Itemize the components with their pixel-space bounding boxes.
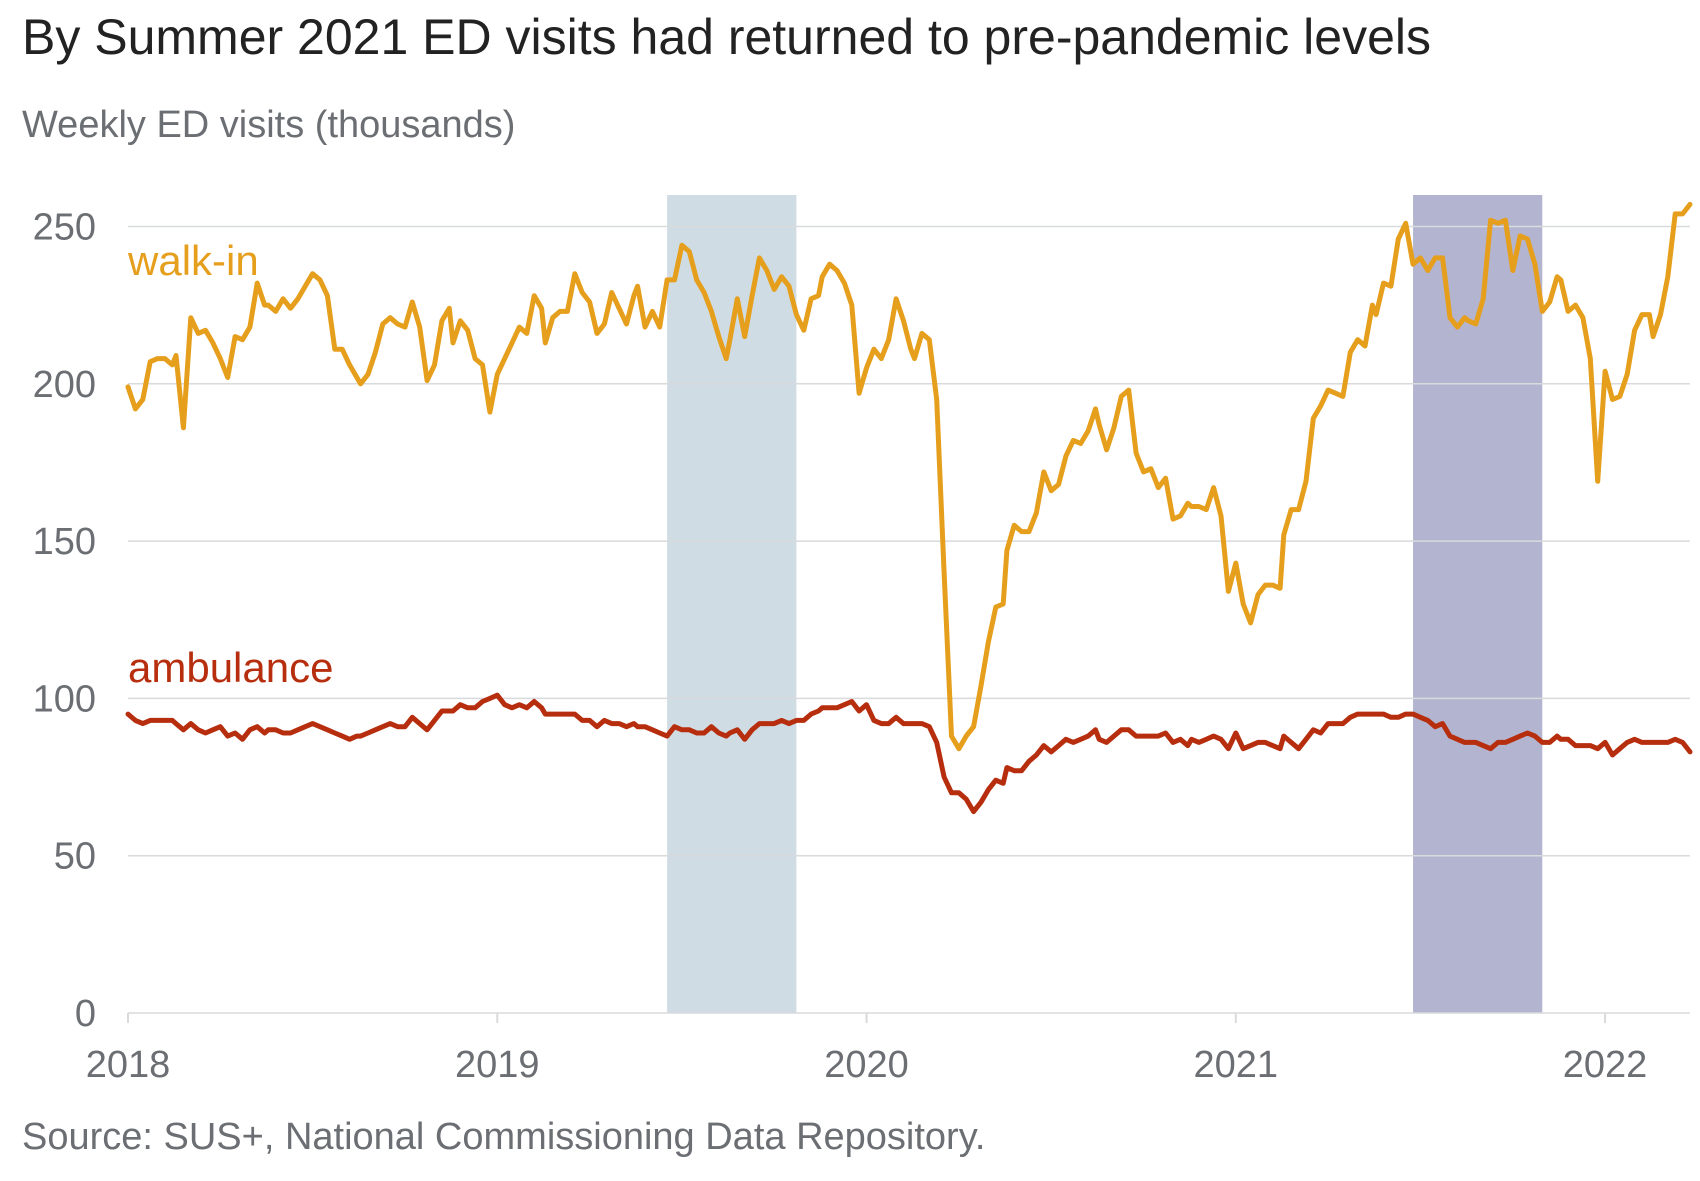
shaded-band-2 (1413, 195, 1543, 1013)
series-label-ambulance: ambulance (128, 644, 333, 691)
y-tick-label: 200 (33, 364, 96, 406)
shaded-periods (667, 195, 1543, 1013)
x-axis: 2018 2019 2020 2021 2022 (86, 1013, 1648, 1086)
gridlines (128, 225, 1690, 1014)
source-note: Source: SUS+, National Commissioning Dat… (22, 1116, 986, 1158)
y-tick-label: 0 (75, 993, 96, 1035)
chart-title: By Summer 2021 ED visits had returned to… (22, 9, 1431, 65)
x-tick-label: 2019 (455, 1044, 540, 1086)
y-tick-label: 100 (33, 678, 96, 720)
x-tick-label: 2022 (1563, 1044, 1648, 1086)
series-labels: walk-in ambulance (127, 237, 333, 691)
series-line-walk-in (125, 201, 1693, 752)
chart-subtitle: Weekly ED visits (thousands) (22, 104, 516, 146)
y-tick-label: 150 (33, 521, 96, 563)
y-tick-label: 250 (33, 206, 96, 248)
x-tick-label: 2020 (824, 1044, 909, 1086)
y-axis-ticks: 0 50 100 150 200 250 (33, 206, 96, 1035)
x-tick-label: 2021 (1194, 1044, 1279, 1086)
series-line-ambulance (125, 692, 1693, 815)
y-tick-label: 50 (54, 836, 96, 878)
x-tick-label: 2018 (86, 1044, 171, 1086)
series-label-walk-in: walk-in (127, 237, 259, 284)
series-lines (125, 201, 1693, 815)
